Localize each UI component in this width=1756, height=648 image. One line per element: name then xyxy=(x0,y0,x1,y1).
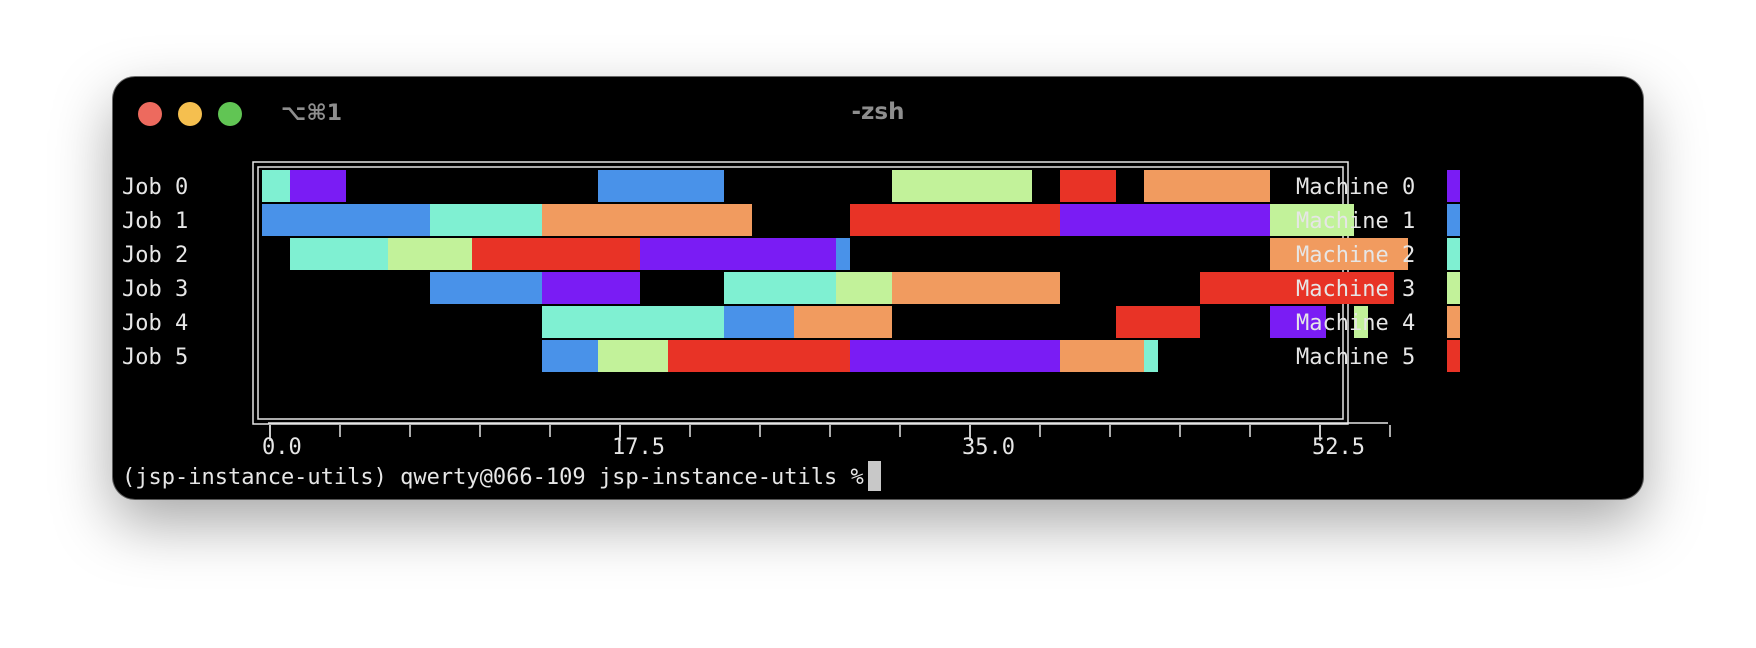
gantt-bar xyxy=(640,238,836,270)
y-tick-label: Job 4 xyxy=(122,311,188,336)
gantt-bar xyxy=(836,238,850,270)
zoom-button[interactable] xyxy=(218,102,242,126)
gantt-bar xyxy=(1270,306,1326,338)
legend-label: Machine 3 xyxy=(1296,277,1415,302)
legend-swatch xyxy=(1447,238,1460,270)
gantt-bar xyxy=(668,340,850,372)
gantt-bar xyxy=(598,170,724,202)
gantt-bar xyxy=(388,238,472,270)
gantt-bar xyxy=(542,272,640,304)
window-title: -zsh xyxy=(851,99,905,125)
gantt-bar xyxy=(892,170,1032,202)
title-bar: ⌥⌘1 -zsh xyxy=(113,77,1643,149)
gantt-bar xyxy=(262,204,430,236)
legend-swatch xyxy=(1447,340,1460,372)
minimize-button[interactable] xyxy=(178,102,202,126)
gantt-bar xyxy=(472,238,640,270)
legend-swatch xyxy=(1447,272,1460,304)
gantt-bar xyxy=(1060,340,1144,372)
gantt-bar xyxy=(290,170,346,202)
gantt-chart: Job 0 Job 1 Job 2 Job 3 Job 4 Job 5 0.0 17.5 35.… xyxy=(122,161,1460,460)
prompt-text: (jsp-instance-utils) qwerty@066-109 jsp-… xyxy=(122,465,864,490)
legend-label: Machine 1 xyxy=(1296,209,1415,234)
legend-label: Machine 5 xyxy=(1296,345,1415,370)
x-tick-label: 17.5 xyxy=(612,435,665,460)
x-tick-label: 0.0 xyxy=(262,435,302,460)
legend-swatch xyxy=(1447,170,1460,202)
legend-label: Machine 0 xyxy=(1296,175,1415,200)
gantt-bar xyxy=(1354,306,1368,338)
gantt-bar xyxy=(1200,272,1394,304)
gantt-bar xyxy=(430,272,542,304)
legend-label: Machine 2 xyxy=(1296,243,1415,268)
gantt-bar xyxy=(1060,170,1116,202)
gantt-bar xyxy=(1116,306,1200,338)
gantt-bar xyxy=(1144,340,1158,372)
shell-prompt[interactable]: (jsp-instance-utils) qwerty@066-109 jsp-… xyxy=(122,461,881,493)
gantt-bar xyxy=(290,238,388,270)
legend-swatch xyxy=(1447,204,1460,236)
gantt-bar xyxy=(724,306,794,338)
gantt-bar xyxy=(836,272,892,304)
gantt-bar xyxy=(542,204,752,236)
tab-shortcut-label: ⌥⌘1 xyxy=(281,101,343,126)
gantt-bar xyxy=(430,204,542,236)
gantt-bar xyxy=(542,306,724,338)
gantt-bar xyxy=(850,204,1060,236)
gantt-bar xyxy=(1270,204,1354,236)
gantt-bar xyxy=(794,306,892,338)
gantt-bar xyxy=(1060,204,1270,236)
gantt-bar xyxy=(262,170,290,202)
terminal-window: ⌥⌘1 -zsh Job 0 Job 1 Job 2 Job 3 Job 4 Job 5 0… xyxy=(113,77,1643,499)
y-tick-label: Job 5 xyxy=(122,345,188,370)
gantt-bar xyxy=(850,340,1060,372)
x-tick-label: 35.0 xyxy=(962,435,1015,460)
legend-swatch xyxy=(1447,306,1460,338)
gantt-bar xyxy=(1270,238,1408,270)
gantt-bar xyxy=(724,272,836,304)
y-tick-label: Job 2 xyxy=(122,243,188,268)
gantt-bar xyxy=(1144,170,1270,202)
gantt-bar xyxy=(598,340,668,372)
legend-label: Machine 4 xyxy=(1296,311,1415,336)
y-tick-label: Job 1 xyxy=(122,209,188,234)
y-tick-label: Job 3 xyxy=(122,277,188,302)
x-tick-label: 52.5 xyxy=(1312,435,1365,460)
close-button[interactable] xyxy=(138,102,162,126)
gantt-bar xyxy=(542,340,598,372)
text-cursor xyxy=(867,461,881,491)
gantt-bar xyxy=(892,272,1060,304)
y-tick-label: Job 0 xyxy=(122,175,188,200)
